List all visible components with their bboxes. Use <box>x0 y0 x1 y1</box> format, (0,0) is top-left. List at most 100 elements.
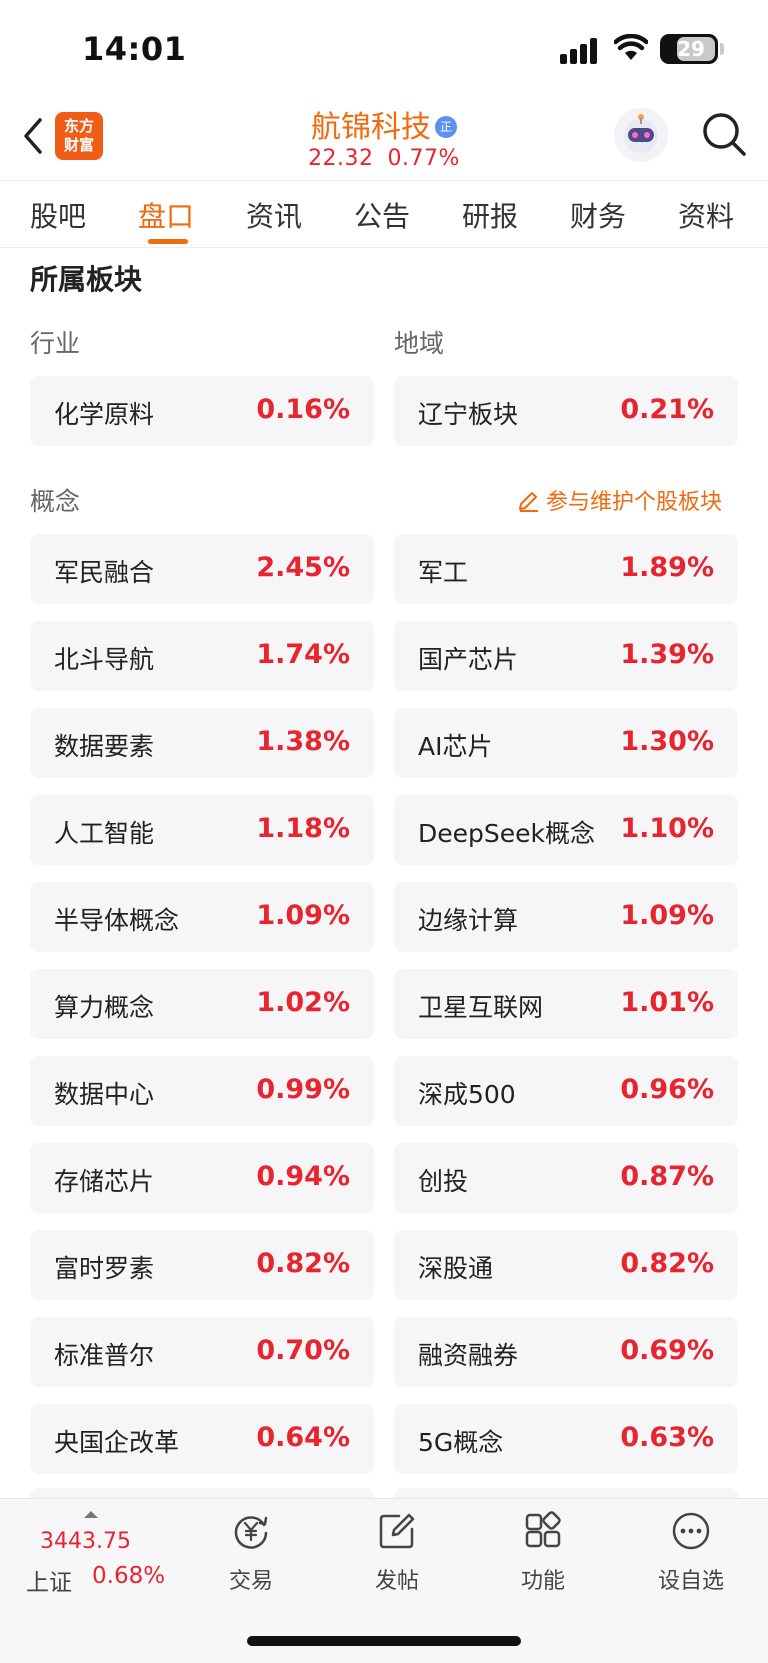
more-dots-icon <box>672 1512 710 1550</box>
concept-card[interactable]: 北斗导航 1.74% <box>30 621 374 691</box>
edit-icon <box>379 1513 415 1549</box>
sector-pct: 1.74% <box>256 639 350 670</box>
sector-name: 人工智能 <box>54 819 155 848</box>
sector-pct: 0.21% <box>620 394 714 425</box>
battery-icon: 29 <box>660 34 718 64</box>
concept-card[interactable]: 融资融券 0.69% <box>394 1317 738 1387</box>
sector-name: 5G概念 <box>418 1428 504 1457</box>
concept-card[interactable]: 深成500 0.96% <box>394 1056 738 1126</box>
sector-name: 深成500 <box>418 1080 516 1109</box>
home-indicator[interactable] <box>247 1636 521 1646</box>
tab-announcements[interactable]: 公告 <box>354 200 411 233</box>
sector-name: AI芯片 <box>418 732 493 761</box>
sector-pct: 0.82% <box>256 1248 350 1279</box>
sector-name: 标准普尔 <box>54 1341 155 1370</box>
sector-pct: 0.63% <box>620 1422 714 1453</box>
concept-card[interactable]: 数据要素 1.38% <box>30 708 374 778</box>
sector-pct: 0.96% <box>620 1074 714 1105</box>
maintain-sectors-link[interactable]: 参与维护个股板块 <box>516 484 722 516</box>
concept-card[interactable]: AI芯片 1.30% <box>394 708 738 778</box>
sector-pct: 0.70% <box>256 1335 350 1366</box>
sector-name: 央国企改革 <box>54 1428 180 1457</box>
stock-header: 东方 财富 航锦科技正 22.32 0.77% <box>0 100 768 180</box>
index-name: 上证 <box>26 1570 72 1596</box>
expand-up-icon[interactable] <box>84 1511 98 1518</box>
concept-card[interactable]: 算力概念 1.02% <box>30 969 374 1039</box>
stock-name[interactable]: 航锦科技 <box>311 110 431 145</box>
section-title: 所属板块 <box>30 263 143 296</box>
index-value: 3443.75 <box>40 1529 131 1554</box>
sector-pct: 1.01% <box>620 987 714 1018</box>
stock-quote: 22.32 0.77% <box>0 146 768 171</box>
sector-pct: 1.02% <box>256 987 350 1018</box>
functions-button[interactable]: 功能 <box>488 1511 598 1595</box>
sector-name: 存储芯片 <box>54 1167 155 1196</box>
concept-card[interactable]: 数据中心 0.99% <box>30 1056 374 1126</box>
concept-card[interactable]: 创投 0.87% <box>394 1143 738 1213</box>
concept-card[interactable]: 军工 1.89% <box>394 534 738 604</box>
cellular-signal-icon <box>560 38 600 64</box>
tab-research[interactable]: 研报 <box>462 200 519 233</box>
tab-pankou[interactable]: 盘口 <box>138 200 195 233</box>
concept-card[interactable]: 标准普尔 0.70% <box>30 1317 374 1387</box>
concept-card[interactable]: DeepSeek概念 1.10% <box>394 795 738 865</box>
concept-card[interactable]: 央国企改革 0.64% <box>30 1404 374 1474</box>
sector-name: 边缘计算 <box>418 906 519 935</box>
app-logo[interactable]: 东方 财富 <box>55 112 103 160</box>
concept-card[interactable]: 卫星互联网 1.01% <box>394 969 738 1039</box>
sector-name: 军民融合 <box>54 558 155 587</box>
concept-card[interactable]: 5G概念 0.63% <box>394 1404 738 1474</box>
concept-card[interactable]: 军民融合 2.45% <box>30 534 374 604</box>
battery-level: 29 <box>677 37 705 61</box>
concept-card[interactable]: 存储芯片 0.94% <box>30 1143 374 1213</box>
tab-bar: 股吧 盘口 资讯 公告 研报 财务 资料 <box>0 180 768 248</box>
industry-label: 行业 <box>30 329 81 358</box>
sector-pct: 1.09% <box>620 900 714 931</box>
trade-button[interactable]: 交易 <box>196 1511 306 1595</box>
wifi-icon <box>614 34 648 60</box>
sector-pct: 0.99% <box>256 1074 350 1105</box>
sector-pct: 1.10% <box>620 813 714 844</box>
bottom-toolbar: 3443.75 上证 0.68% 交易 发帖 功能 <box>0 1498 768 1663</box>
sector-pct: 1.30% <box>620 726 714 757</box>
sector-pct: 0.69% <box>620 1335 714 1366</box>
concept-label: 概念 <box>30 487 81 516</box>
sector-name: 北斗导航 <box>54 645 155 674</box>
active-tab-indicator <box>148 239 188 244</box>
concept-card[interactable]: 半导体概念 1.09% <box>30 882 374 952</box>
sector-name: 国产芯片 <box>418 645 519 674</box>
tab-finance[interactable]: 财务 <box>570 200 627 233</box>
concept-card[interactable]: 富时罗素 0.82% <box>30 1230 374 1300</box>
sector-name: 深股通 <box>418 1254 494 1283</box>
sector-pct: 0.94% <box>256 1161 350 1192</box>
post-button[interactable]: 发帖 <box>342 1511 452 1595</box>
tab-guba[interactable]: 股吧 <box>30 200 87 233</box>
tab-news[interactable]: 资讯 <box>246 200 303 233</box>
search-icon[interactable] <box>700 110 748 158</box>
sector-pct: 0.64% <box>256 1422 350 1453</box>
stock-price: 22.32 <box>308 146 374 171</box>
tab-profile[interactable]: 资料 <box>678 200 735 233</box>
sector-name: 辽宁板块 <box>418 400 519 429</box>
sector-pct: 1.09% <box>256 900 350 931</box>
sector-name: 半导体概念 <box>54 906 180 935</box>
stock-title: 航锦科技正 <box>0 100 768 146</box>
sector-name: 化学原料 <box>54 400 155 429</box>
sector-name: 富时罗素 <box>54 1254 155 1283</box>
margin-badge-icon: 正 <box>435 116 457 138</box>
sector-pct: 1.18% <box>256 813 350 844</box>
concept-card[interactable]: 边缘计算 1.09% <box>394 882 738 952</box>
status-bar: 14:01 29 <box>0 0 768 100</box>
robot-assistant-avatar[interactable] <box>614 108 668 162</box>
concept-card[interactable]: 深股通 0.82% <box>394 1230 738 1300</box>
sector-pct: 1.38% <box>256 726 350 757</box>
back-arrow-icon[interactable] <box>18 116 48 156</box>
index-pct: 0.68% <box>92 1563 166 1589</box>
region-card[interactable]: 辽宁板块 0.21% <box>394 376 738 446</box>
add-watchlist-button[interactable]: 设自选 <box>636 1511 746 1595</box>
grid-icon <box>525 1511 561 1548</box>
concept-card[interactable]: 人工智能 1.18% <box>30 795 374 865</box>
sector-pct: 0.16% <box>256 394 350 425</box>
concept-card[interactable]: 国产芯片 1.39% <box>394 621 738 691</box>
industry-card[interactable]: 化学原料 0.16% <box>30 376 374 446</box>
